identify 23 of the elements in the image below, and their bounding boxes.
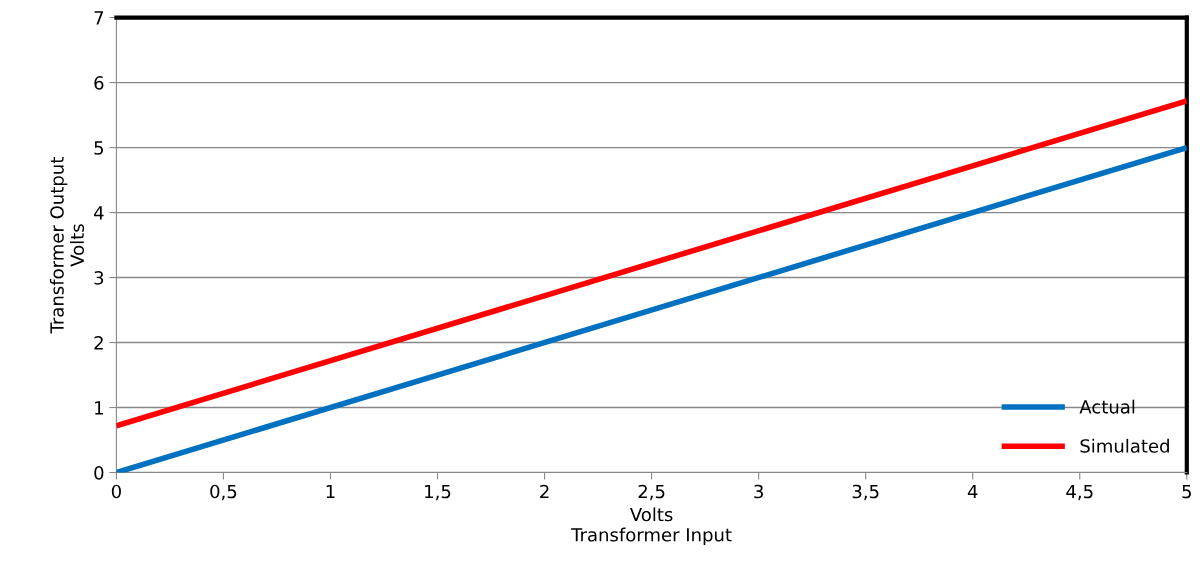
legend-label: Actual — [1079, 399, 1135, 414]
x-tick-label: 2,5 — [638, 484, 665, 501]
x-tick-label: 5 — [1182, 484, 1191, 499]
y-tick-label: 4 — [93, 206, 104, 220]
y-tick-label: 7 — [94, 11, 104, 25]
x-axis-title: Volts Transformer Input — [571, 507, 732, 546]
legend-label: Simulated — [1080, 438, 1169, 453]
x-tick-label: 3 — [754, 484, 763, 499]
y-tick-label: 1 — [95, 401, 103, 415]
y-tick-label: 2 — [94, 336, 103, 350]
x-tick-label: 1 — [326, 484, 335, 499]
x-tick-label: 4,5 — [1066, 484, 1093, 501]
x-tick-label: 4 — [967, 484, 978, 499]
x-tick-label: 1,5 — [425, 484, 451, 501]
y-tick-label: 3 — [94, 271, 104, 285]
x-tick-label: 2 — [540, 484, 549, 499]
x-tick-label: 3,5 — [852, 484, 879, 501]
x-tick-label: 0,5 — [210, 484, 237, 501]
y-tick-label: 6 — [94, 76, 104, 90]
x-tick-label: 0 — [111, 484, 121, 499]
y-tick-label: 0 — [94, 465, 104, 480]
y-tick-label: 5 — [94, 141, 104, 155]
y-axis-title: Transformer Output Volts — [49, 157, 85, 334]
